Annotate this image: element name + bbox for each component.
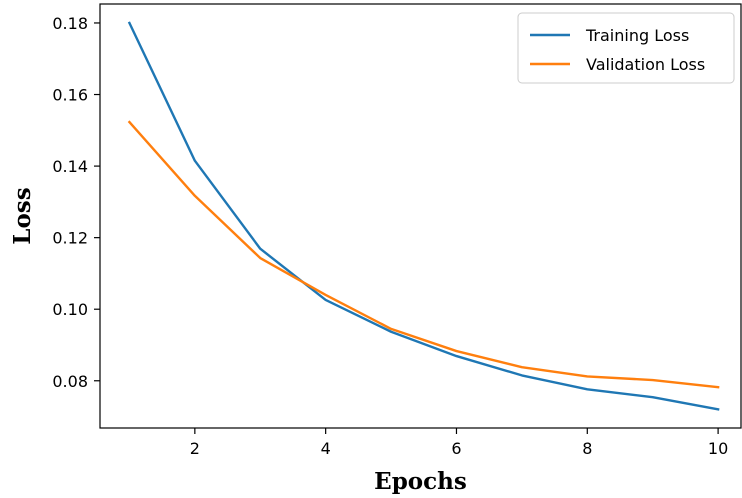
legend: Training Loss Validation Loss — [517, 12, 735, 84]
x-tick-label: 2 — [190, 439, 200, 458]
x-tick-label: 10 — [708, 439, 728, 458]
x-axis-title: Epochs — [374, 468, 467, 495]
series-line-validation-loss — [127, 120, 720, 389]
y-tick-label: 0.16 — [52, 86, 88, 105]
x-tick-label: 8 — [582, 439, 592, 458]
y-tick-label: 0.08 — [52, 372, 88, 391]
y-axis-ticks: 0.08 0.10 0.12 0.14 0.16 0.18 — [52, 14, 100, 391]
legend-label: Training Loss — [585, 26, 689, 45]
legend-label: Validation Loss — [586, 55, 705, 74]
x-tick-label: 4 — [321, 439, 331, 458]
y-tick-label: 0.14 — [52, 157, 88, 176]
series-line-training-loss — [127, 21, 720, 411]
legend-box — [517, 12, 735, 84]
y-tick-label: 0.18 — [52, 14, 88, 33]
plot-frame — [99, 3, 742, 429]
y-axis-title: Loss — [9, 187, 36, 244]
x-tick-label: 6 — [451, 439, 461, 458]
y-tick-label: 0.12 — [52, 229, 88, 248]
y-tick-label: 0.10 — [52, 300, 88, 319]
plot-lines — [127, 21, 720, 411]
x-axis-ticks: 2 4 6 8 10 — [190, 428, 728, 458]
